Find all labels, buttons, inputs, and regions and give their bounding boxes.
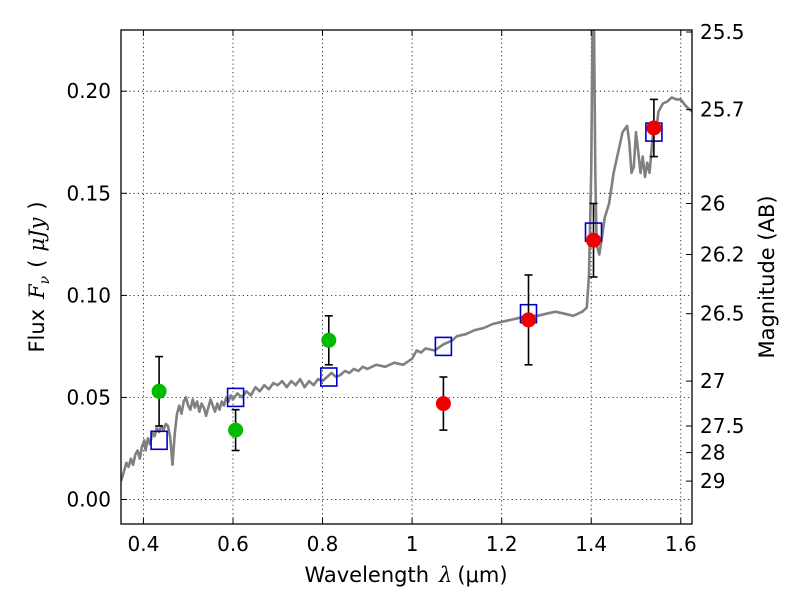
y2-tick-label: 26.5 xyxy=(700,302,745,326)
y-tick-label: 0.15 xyxy=(66,181,111,205)
observed-photometry-point xyxy=(151,383,167,399)
observed-photometry-point xyxy=(586,232,601,248)
y-tick-label: 0.00 xyxy=(66,488,111,512)
y2-tick-label: 27.5 xyxy=(700,414,745,438)
x-tick-label: 1 xyxy=(406,532,419,556)
secondary-y-axis-label: Magnitude (AB) xyxy=(755,195,779,358)
x-tick-label: 1.6 xyxy=(665,532,697,556)
y2-tick-label: 26 xyxy=(700,192,725,216)
model-photometry-marker xyxy=(226,387,245,408)
x-axis-label: Wavelength λ (μm) xyxy=(304,563,507,587)
x-tick-label: 0.8 xyxy=(307,532,339,556)
y2-tick-label: 28 xyxy=(700,441,725,465)
y2-tick-label: 26.2 xyxy=(700,243,745,267)
model-photometry-marker xyxy=(434,336,453,357)
y-tick-label: 0.05 xyxy=(66,385,111,409)
ticks: 0.4 0.6 0.8 1 1.2 1.4 1.6 0.00 0.05 0.10 0.15 0.20 2… xyxy=(66,20,744,556)
model-photometry-marker xyxy=(150,430,168,451)
y2-tick-label: 25.7 xyxy=(700,98,745,122)
data-layer xyxy=(121,30,692,482)
observed-photometry-point xyxy=(646,120,662,136)
observed-photometry-point xyxy=(521,312,536,328)
y-tick-label: 0.20 xyxy=(66,79,111,103)
y-tick-label: 0.10 xyxy=(66,283,111,307)
x-tick-label: 1.4 xyxy=(575,532,607,556)
plot-frame xyxy=(120,29,693,525)
observed-photometry-point xyxy=(435,396,451,412)
model-spectrum-line xyxy=(121,30,692,482)
y2-tick-label: 27 xyxy=(700,369,725,393)
plot-background xyxy=(121,30,692,524)
observed-photometry-point xyxy=(321,332,337,348)
x-tick-label: 0.4 xyxy=(127,532,159,556)
model-photometry-marker xyxy=(319,367,338,387)
y2-tick-label: 29 xyxy=(700,469,725,493)
y2-tick-label: 25.5 xyxy=(700,20,745,44)
y-axis-label: FluxFν(μJy) xyxy=(25,201,53,352)
x-tick-label: 0.6 xyxy=(217,532,249,556)
observed-photometry-point xyxy=(228,422,244,438)
x-tick-label: 1.2 xyxy=(486,532,518,556)
